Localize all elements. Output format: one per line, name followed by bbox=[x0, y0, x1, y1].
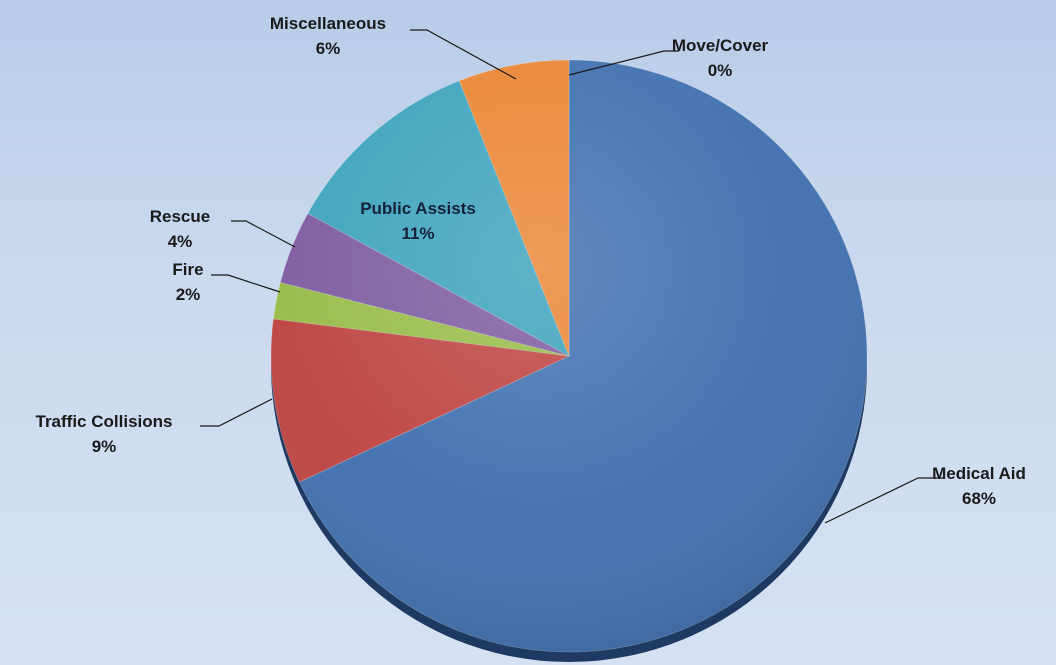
data-labels: Medical Aid 68% Traffic Collisions 9% Fire 2%… bbox=[36, 14, 1026, 508]
data-label-percent-medical-aid: 68% bbox=[962, 489, 996, 508]
data-label-category-traffic-collisions: Traffic Collisions bbox=[36, 412, 173, 431]
leader-line-traffic-collisions bbox=[200, 398, 273, 427]
leader-line-miscellaneous bbox=[410, 29, 517, 80]
data-label-percent-rescue: 4% bbox=[168, 232, 193, 251]
leader-line-move-cover bbox=[568, 50, 679, 76]
data-label-category-fire: Fire bbox=[172, 260, 203, 279]
data-label-percent-move-cover: 0% bbox=[708, 61, 733, 80]
leader-line-rescue bbox=[231, 220, 296, 248]
data-label-category-rescue: Rescue bbox=[150, 207, 210, 226]
data-label-percent-fire: 2% bbox=[176, 285, 201, 304]
leader-lines bbox=[200, 29, 943, 524]
data-label-category-move-cover: Move/Cover bbox=[672, 36, 769, 55]
data-label-category-public-assists: Public Assists bbox=[360, 199, 476, 218]
data-label-percent-miscellaneous: 6% bbox=[316, 39, 341, 58]
data-label-percent-traffic-collisions: 9% bbox=[92, 437, 117, 456]
leader-line-fire bbox=[211, 274, 281, 293]
data-label-percent-public-assists: 11% bbox=[401, 224, 434, 243]
pie-slices bbox=[270, 59, 868, 653]
data-label-category-medical-aid: Medical Aid bbox=[932, 464, 1026, 483]
leader-line-medical-aid bbox=[824, 477, 943, 524]
data-label-category-miscellaneous: Miscellaneous bbox=[270, 14, 386, 33]
